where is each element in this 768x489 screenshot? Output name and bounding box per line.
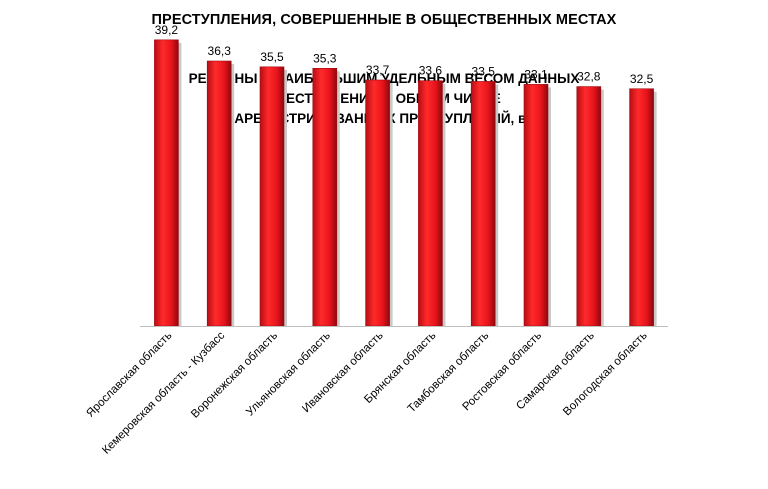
bar-value-label: 35,5 (260, 50, 284, 64)
category-label: Ярославская область (84, 330, 174, 420)
bar (365, 79, 390, 327)
bar (259, 66, 285, 327)
bar-value-label: 35,3 (313, 51, 337, 65)
category-label: Воронежская область (189, 330, 280, 421)
bar-value-label: 32,5 (630, 72, 654, 86)
bar-value-label: 32,8 (577, 70, 601, 84)
bar-value-label: 33,6 (419, 64, 443, 78)
bar (470, 81, 496, 327)
value-labels-layer: 39,2 36,3 35,5 35,3 33,7 33,6 33,5 33,1 32,8 32,5 (155, 23, 654, 86)
bar-value-label: 33,7 (366, 63, 390, 77)
bar (418, 80, 443, 327)
bar (523, 84, 549, 327)
bar (629, 88, 654, 327)
page-title: ПРЕСТУПЛЕНИЯ, СОВЕРШЕННЫЕ В ОБЩЕСТВЕННЫХ… (151, 12, 617, 28)
bar (576, 86, 602, 327)
bar (206, 60, 232, 327)
bar-value-label: 33,1 (524, 67, 548, 81)
bar-value-label: 36,3 (208, 44, 232, 58)
bar-value-label: 39,2 (155, 23, 179, 37)
bar (312, 68, 338, 327)
bar-value-label: 33,5 (472, 64, 496, 78)
bars-layer (154, 39, 657, 327)
bar (154, 39, 179, 327)
